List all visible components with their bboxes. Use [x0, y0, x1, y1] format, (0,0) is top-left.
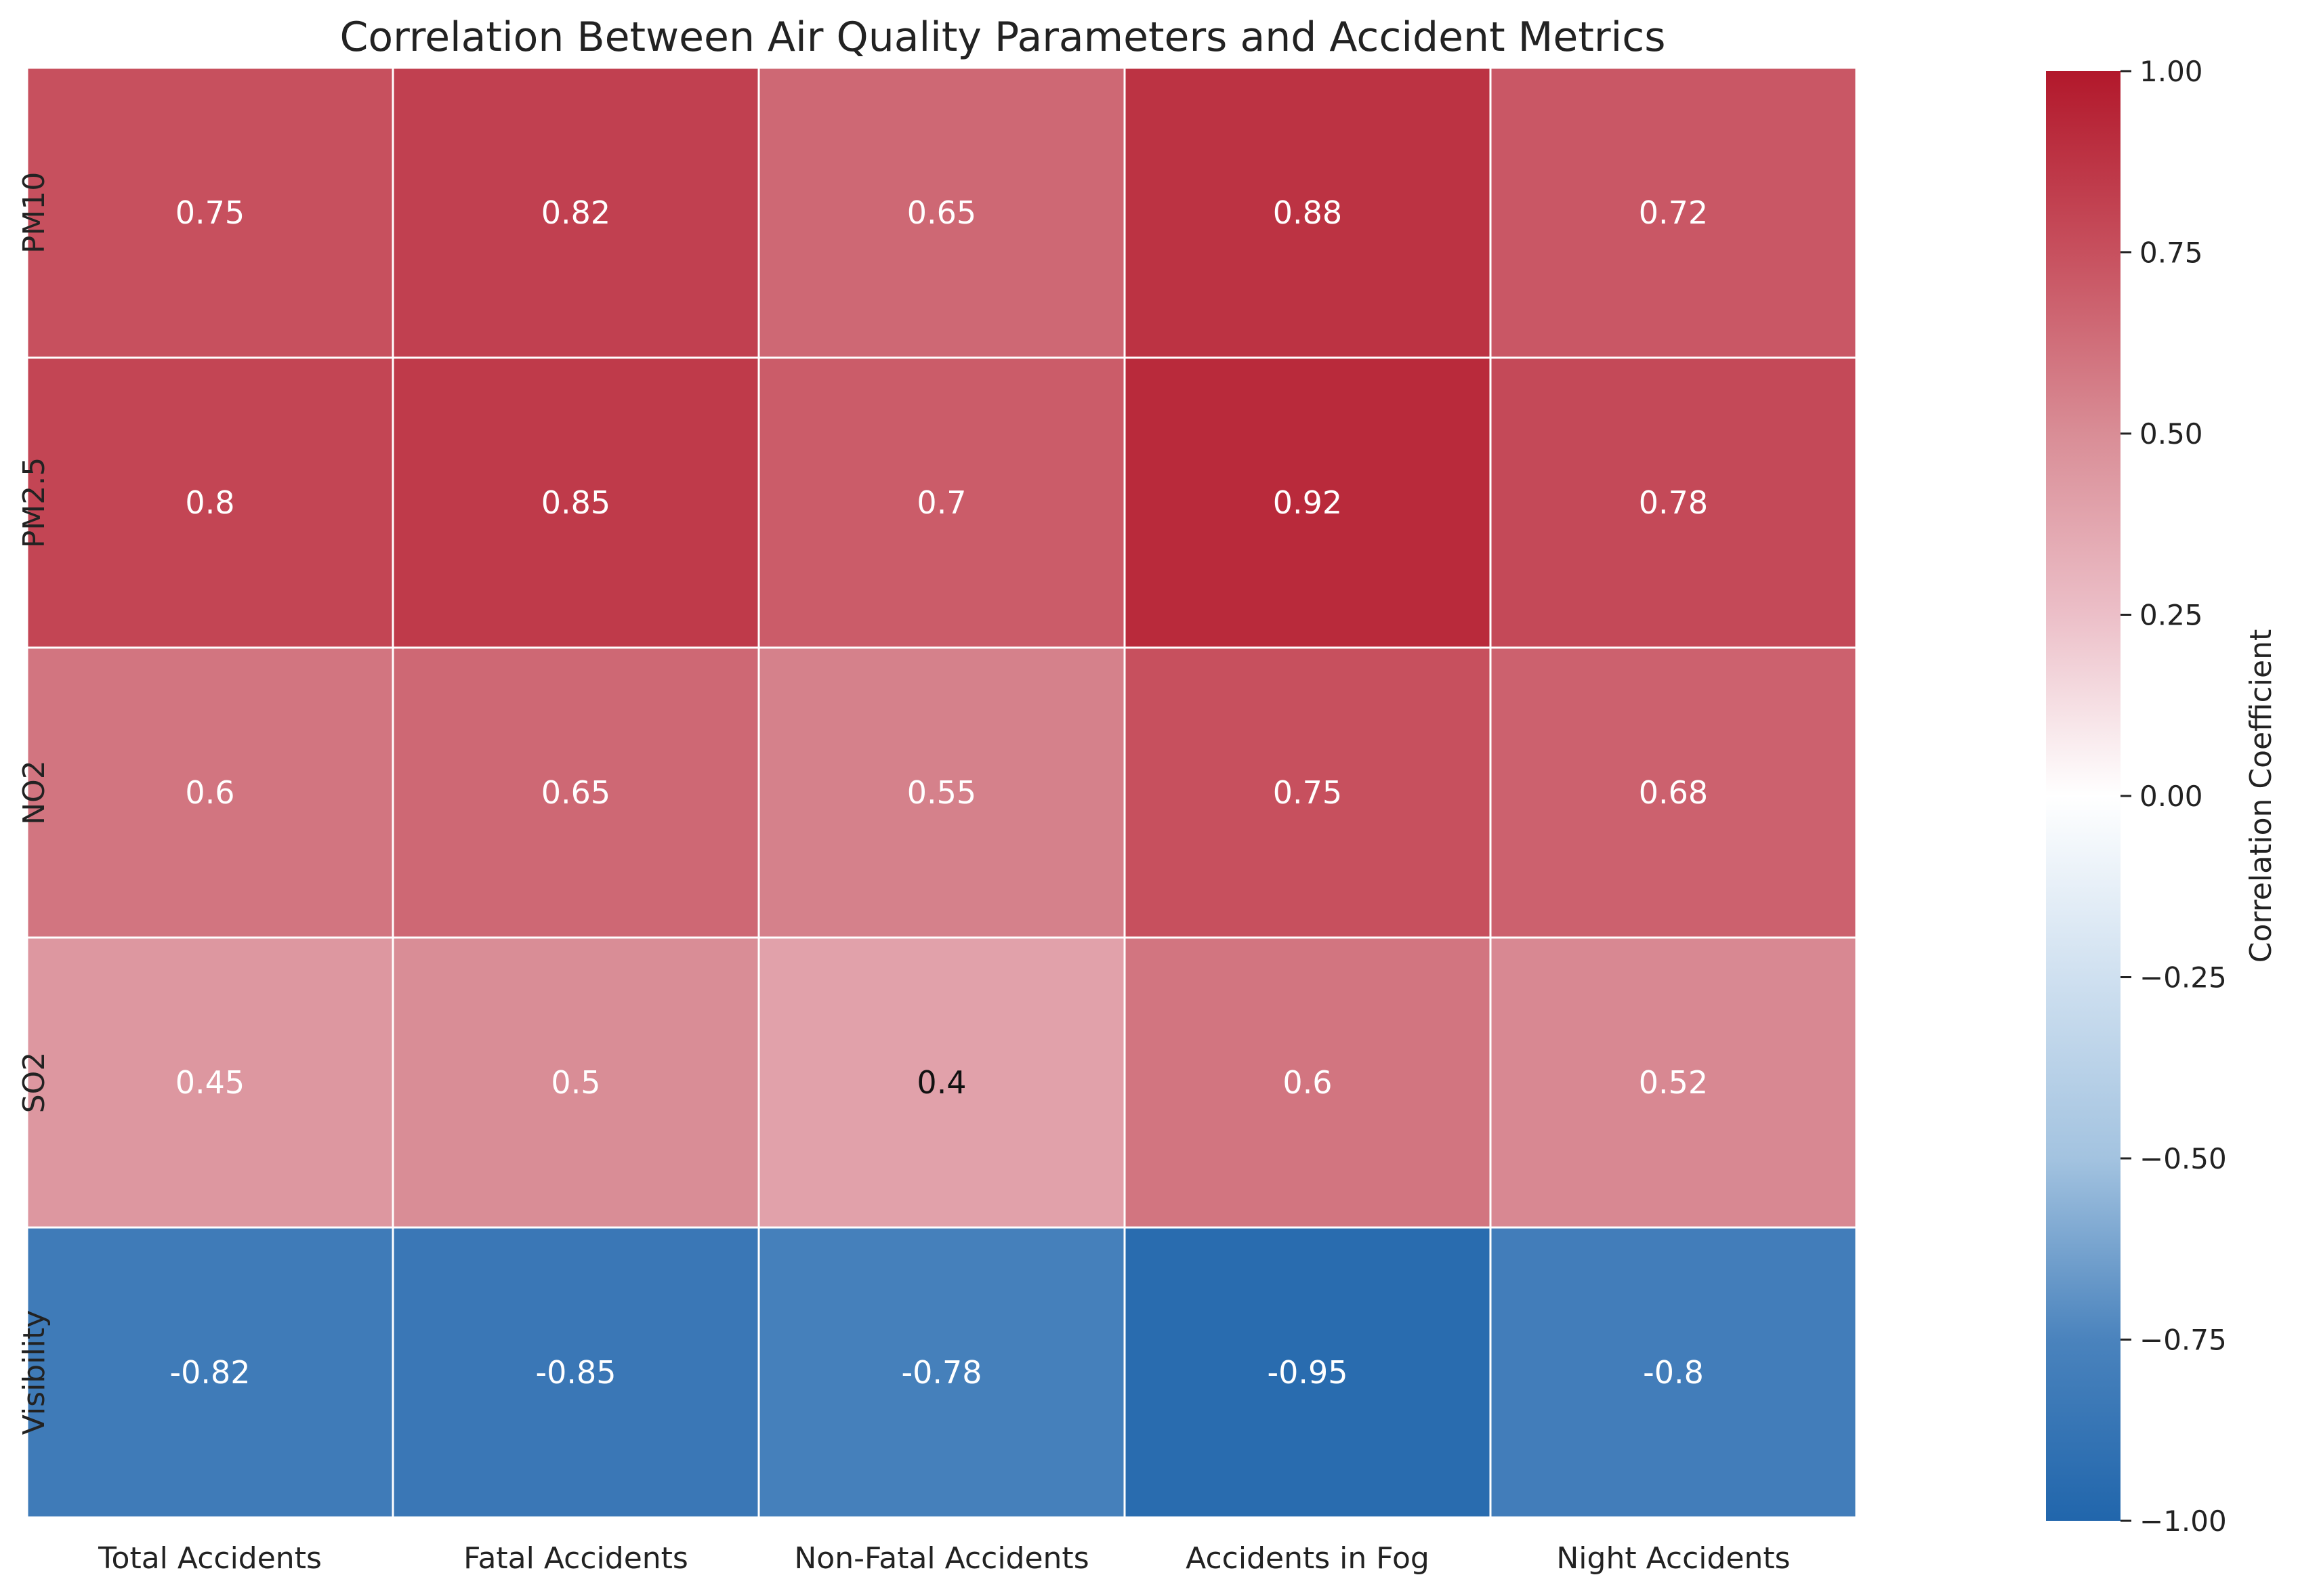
heatmap-cell [1123, 936, 1492, 1229]
heatmap-cell [392, 646, 760, 939]
x-tick-label: Night Accidents [1556, 1541, 1790, 1576]
colorbar-tick-label: −0.50 [2139, 1142, 2227, 1175]
heatmap-cell [757, 66, 1126, 359]
heatmap-cell [1123, 646, 1492, 939]
heatmap-cell [26, 356, 394, 649]
cell-value-label: 0.65 [541, 774, 610, 811]
heatmap-cell [1489, 1226, 1858, 1519]
colorbar: 1.00 0.75 0.50 0.25 0.00 −0.25 −0.50 −0.75 −1.00… [2046, 55, 2278, 1538]
cell-value-label: -0.95 [1267, 1354, 1348, 1391]
cell-value-label: -0.78 [901, 1354, 982, 1391]
heatmap-cell [1489, 936, 1858, 1229]
colorbar-gradient [2046, 71, 2121, 1521]
heatmap-cells [26, 66, 1858, 1519]
colorbar-tick-label: −1.00 [2139, 1505, 2227, 1538]
cell-value-label: 0.85 [541, 484, 610, 521]
cell-value-label: 0.88 [1273, 194, 1342, 231]
cell-value-label: 0.82 [541, 194, 610, 231]
heatmap-cell [757, 1226, 1126, 1519]
x-axis-labels: Total Accidents Fatal Accidents Non-Fatal … [98, 1541, 1790, 1576]
x-tick-label: Non-Fatal Accidents [794, 1541, 1089, 1576]
y-tick-label: Visibility [17, 1310, 51, 1435]
heatmap-cell [1489, 356, 1858, 649]
heatmap-cell [757, 356, 1126, 649]
cell-value-label: 0.52 [1639, 1064, 1708, 1101]
heatmap-cell [392, 1226, 760, 1519]
heatmap-cell [392, 356, 760, 649]
cell-value-label: 0.78 [1639, 484, 1708, 521]
colorbar-tick-label: 0.25 [2139, 599, 2203, 632]
y-axis-labels: PM10 PM2.5 NO2 SO2 Visibility [17, 172, 51, 1435]
cell-value-label: 0.8 [185, 484, 234, 521]
colorbar-tick-label: 0.75 [2139, 236, 2203, 270]
colorbar-tick-label: −0.25 [2139, 961, 2227, 994]
heatmap-cell [1123, 66, 1492, 359]
chart-title: Correlation Between Air Quality Paramete… [340, 14, 1666, 61]
heatmap-cell [1489, 66, 1858, 359]
colorbar-tick-label: 0.50 [2139, 417, 2203, 450]
heatmap-cell [757, 936, 1126, 1229]
y-tick-label: NO2 [17, 760, 51, 825]
cell-value-label: 0.68 [1639, 774, 1708, 811]
colorbar-tick-label: 0.00 [2139, 780, 2203, 813]
cell-annotations: 0.75 0.82 0.65 0.88 0.72 0.8 0.85 0.7 0.92 0.78 0.… [169, 194, 1708, 1391]
cell-value-label: -0.85 [535, 1354, 616, 1391]
y-tick-label: SO2 [17, 1052, 51, 1114]
cell-value-label: 0.75 [175, 194, 245, 231]
cell-value-label: 0.5 [551, 1064, 600, 1101]
heatmap-cell [26, 936, 394, 1229]
heatmap-cell [26, 1226, 394, 1519]
colorbar-ticks: 1.00 0.75 0.50 0.25 0.00 −0.25 −0.50 −0.75 −1.00 [2121, 55, 2227, 1538]
colorbar-tick-label: 1.00 [2139, 55, 2203, 88]
colorbar-tick-label: −0.75 [2139, 1324, 2227, 1357]
heatmap-cell [392, 66, 760, 359]
colorbar-label: Correlation Coefficient [2244, 629, 2278, 963]
cell-value-label: 0.75 [1273, 774, 1342, 811]
cell-value-label: -0.8 [1643, 1354, 1704, 1391]
y-tick-label: PM2.5 [17, 457, 51, 548]
x-tick-label: Fatal Accidents [463, 1541, 688, 1576]
cell-value-label: 0.92 [1273, 484, 1342, 521]
cell-value-label: 0.45 [175, 1064, 245, 1101]
cell-value-label: -0.82 [169, 1354, 250, 1391]
cell-value-label: 0.6 [185, 774, 234, 811]
cell-value-label: 0.6 [1282, 1064, 1332, 1101]
cell-value-label: 0.4 [917, 1064, 966, 1101]
heatmap-cell [26, 66, 394, 359]
heatmap-cell [392, 936, 760, 1229]
cell-value-label: 0.72 [1639, 194, 1708, 231]
x-tick-label: Total Accidents [98, 1541, 322, 1576]
y-tick-label: PM10 [17, 172, 51, 253]
cell-value-label: 0.7 [917, 484, 966, 521]
heatmap-cell [757, 646, 1126, 939]
x-tick-label: Accidents in Fog [1186, 1541, 1429, 1576]
heatmap-cell [1489, 646, 1858, 939]
cell-value-label: 0.55 [907, 774, 976, 811]
cell-value-label: 0.65 [907, 194, 976, 231]
